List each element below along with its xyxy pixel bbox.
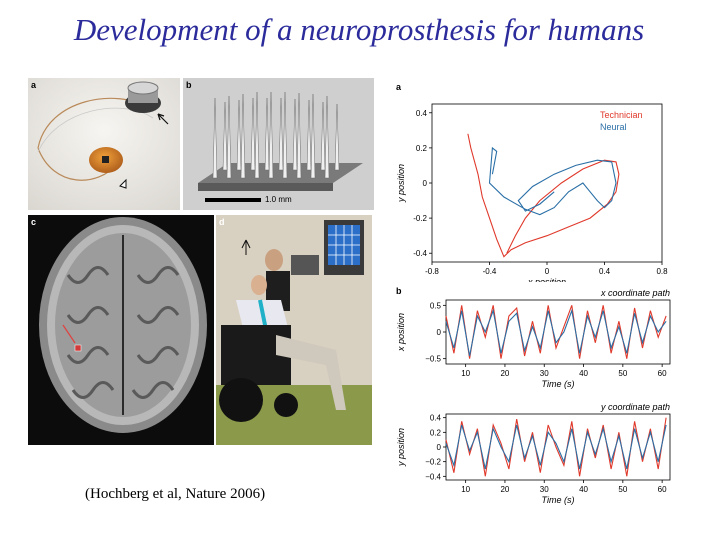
- x-tick-label: 0.4: [599, 267, 611, 276]
- y-tick-label: 0: [423, 179, 428, 188]
- x-tick-label: 50: [618, 485, 627, 494]
- scale-bar-label: 1.0 mm: [265, 195, 292, 204]
- electrode-array-illustration: [183, 78, 374, 210]
- legend-entry: Neural: [600, 122, 627, 132]
- y-tick-label: 0: [437, 443, 442, 452]
- x-tick-label: 40: [579, 369, 588, 378]
- plot-frame: [445, 299, 671, 365]
- panel-label-b: b: [186, 80, 192, 90]
- x-tick-label: 10: [461, 485, 470, 494]
- panel-label-d: d: [219, 217, 225, 227]
- series-line-technician: [467, 133, 620, 258]
- chart-title: y coordinate path: [600, 402, 670, 412]
- implant-device-illustration: [28, 78, 180, 210]
- y-tick-label: -0.2: [413, 214, 427, 223]
- photo-panel-c: c: [28, 215, 214, 445]
- y-tick-label: 0.4: [416, 109, 428, 118]
- slide-title: Development of a neuroprosthesis for hum…: [73, 12, 645, 47]
- x-tick-label: 10: [461, 369, 470, 378]
- brain-mri-illustration: [28, 215, 214, 445]
- y-tick-label: 0.2: [430, 428, 442, 437]
- series-line-e0392b: [445, 417, 667, 477]
- photo-panel-d: d: [216, 215, 372, 445]
- chart-panel-label: a: [396, 82, 402, 92]
- x-tick-label: 30: [540, 485, 549, 494]
- y-axis-label: y position: [396, 428, 406, 467]
- panel-label-c: c: [31, 217, 37, 227]
- x-axis-label: Time (s): [542, 495, 575, 505]
- y-tick-label: −0.4: [425, 472, 441, 481]
- y-tick-label: 0.5: [430, 301, 442, 310]
- x-tick-label: -0.8: [425, 267, 439, 276]
- y-coordinate-chart: 10 20 30 40 50 60 0.4 0.2 0 −0.2 −0.4 Time (s) y pos…: [396, 402, 671, 505]
- y-axis-label: x position: [396, 313, 406, 352]
- y-tick-label: 0.2: [416, 144, 428, 153]
- x-tick-label: 20: [500, 369, 509, 378]
- photo-panel-a: a: [28, 78, 180, 210]
- y-tick-label: 0.4: [430, 414, 442, 423]
- chart-title: x coordinate path: [600, 288, 670, 298]
- y-axis-label: y position: [396, 164, 406, 203]
- trajectory-chart: -0.8 -0.4 0 0.4 0.8 0.4 0.2 0 -0.2 -0.4 x position…: [396, 82, 668, 282]
- y-tick-label: −0.5: [425, 355, 441, 364]
- x-tick-label: 20: [500, 485, 509, 494]
- series-line-2a6fa6: [445, 308, 667, 357]
- x-tick-label: 0.8: [656, 267, 668, 276]
- x-tick-label: 60: [658, 369, 667, 378]
- y-tick-label: −0.2: [425, 458, 441, 467]
- x-tick-label: 40: [579, 485, 588, 494]
- y-tick-label: 0: [437, 328, 442, 337]
- x-tick-label: 0: [545, 267, 550, 276]
- patient-photo-illustration: [216, 215, 372, 445]
- x-coordinate-chart: 10 20 30 40 50 60 0.5 0 −0.5 Time (s) x position b x…: [396, 286, 671, 389]
- series-line-neural: [488, 146, 617, 216]
- x-tick-label: 60: [658, 485, 667, 494]
- x-tick-label: 30: [540, 369, 549, 378]
- x-axis-label: x position: [527, 277, 566, 282]
- legend-entry: Technician: [600, 110, 643, 120]
- citation: (Hochberg et al, Nature 2006): [85, 486, 266, 502]
- series-line-2a6fa6: [445, 424, 667, 470]
- chart-panel-label: b: [396, 286, 402, 296]
- x-axis-label: Time (s): [542, 379, 575, 389]
- series-line-e0392b: [445, 305, 667, 359]
- plot-frame: [431, 103, 663, 263]
- x-tick-label: 50: [618, 369, 627, 378]
- y-tick-label: -0.4: [413, 249, 427, 258]
- x-tick-label: -0.4: [483, 267, 497, 276]
- photo-panel-b: b 1.0 mm: [183, 78, 374, 210]
- panel-label-a: a: [31, 80, 37, 90]
